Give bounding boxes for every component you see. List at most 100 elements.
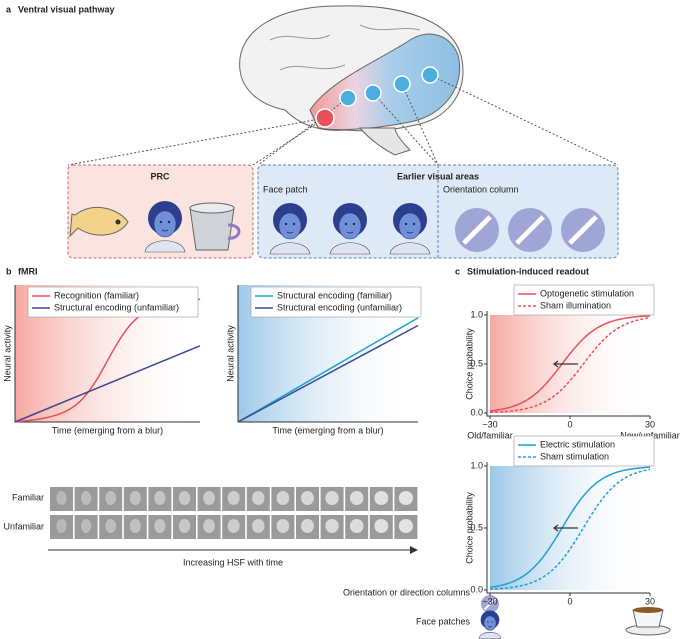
face-icon — [329, 203, 371, 255]
axes — [486, 462, 650, 594]
y-tick-label: 0.5 — [470, 358, 483, 368]
panel-letter: c — [455, 266, 460, 276]
blur-image-face — [374, 519, 389, 533]
orientation-bar — [515, 215, 545, 245]
blur-image-face — [349, 491, 364, 505]
connector-lines — [67, 74, 619, 166]
blur-image — [50, 515, 73, 539]
blur-image-face — [56, 491, 67, 505]
panel-title: fMRI — [18, 266, 38, 276]
row-label: Unfamiliar — [3, 521, 44, 531]
legend-label: Optogenetic stimulation — [540, 288, 634, 298]
y-axis-label: Choice probability — [464, 328, 474, 400]
face-icon — [269, 203, 311, 255]
eye — [292, 222, 296, 226]
x-tick-label: 0 — [567, 596, 572, 606]
legend-label: Electric stimulation — [540, 439, 615, 449]
curve — [237, 317, 419, 423]
face-icon — [144, 201, 186, 253]
mouth — [346, 231, 354, 234]
blur-image-face — [178, 519, 191, 533]
blur-image-face — [129, 519, 141, 533]
shirt — [144, 240, 186, 253]
mouth — [161, 229, 169, 232]
blur-image-face — [252, 519, 265, 533]
eye — [159, 220, 163, 224]
blur-image-face — [301, 491, 314, 505]
head — [278, 212, 302, 240]
shirt — [329, 242, 371, 255]
x-end-label: Old/familiar — [467, 430, 513, 440]
mouth — [488, 626, 492, 628]
curve — [489, 316, 651, 414]
legend-label: Structural encoding (familiar) — [277, 290, 392, 300]
orientation-bar — [568, 215, 598, 245]
blur-image-face — [105, 519, 116, 533]
blur-image-face — [276, 491, 290, 505]
y-tick-label: 1.0 — [470, 309, 483, 319]
blur-image-face — [374, 491, 389, 505]
blur-image-face — [227, 519, 240, 533]
x-tick-label: 30 — [645, 419, 655, 429]
legend-label: Sham stimulation — [540, 451, 609, 461]
mouth — [286, 231, 294, 234]
legend-label: Structural encoding (unfamiliar) — [54, 302, 179, 312]
pathway-nodes — [315, 66, 439, 128]
blur-image-face — [80, 491, 92, 505]
blur-image-face — [325, 519, 339, 533]
blur-image-face — [203, 491, 216, 505]
curve — [14, 345, 201, 423]
arrowhead — [410, 546, 418, 554]
blur-image-face — [129, 491, 141, 505]
curve — [237, 324, 419, 423]
eye — [487, 621, 489, 623]
row-label: Familiar — [12, 492, 44, 502]
x-tick-label: 30 — [645, 596, 655, 606]
blur-image-face — [301, 519, 314, 533]
blur-image-face — [252, 491, 265, 505]
x-tick-label: −30 — [482, 596, 497, 606]
curve — [489, 468, 651, 590]
box-label: Face patch — [263, 184, 308, 194]
shift-arrow — [553, 524, 578, 532]
shift-arrow — [553, 360, 578, 368]
head — [483, 615, 497, 631]
arrow-label: Increasing HSF with time — [183, 557, 283, 567]
legend-box — [513, 435, 655, 467]
blur-image — [74, 487, 98, 511]
x-tick-label: 0 — [567, 419, 572, 429]
blur-image — [50, 487, 73, 511]
blur-image-face — [276, 519, 290, 533]
box-title: PRC — [150, 171, 170, 181]
mouth — [406, 231, 414, 234]
face-icon — [389, 203, 431, 255]
blur-image-face — [227, 491, 240, 505]
blur-image — [99, 515, 123, 539]
legend-box — [250, 286, 422, 318]
blur-image — [74, 515, 98, 539]
blur-image-face — [398, 519, 413, 533]
head — [153, 210, 177, 238]
blur-image-face — [178, 491, 191, 505]
x-axis-label: Time (emerging from a blur) — [272, 425, 383, 435]
y-axis-label: Neural activity — [2, 325, 12, 382]
fish — [69, 206, 129, 238]
eye — [412, 222, 416, 226]
blur-image-face — [56, 519, 67, 533]
blur-image-face — [203, 519, 216, 533]
eye — [491, 621, 493, 623]
panel-title: Ventral visual pathway — [18, 4, 115, 14]
box-label: Orientation column — [443, 184, 519, 194]
legend-label: Structural encoding (unfamiliar) — [277, 302, 402, 312]
blur-image-face — [105, 491, 116, 505]
y-axis-label: Neural activity — [225, 325, 235, 382]
eye — [344, 222, 348, 226]
shirt — [269, 242, 311, 255]
blur-image-face — [325, 491, 339, 505]
orientation-bar — [462, 215, 492, 245]
x-tick-label: −30 — [482, 419, 497, 429]
head — [398, 212, 422, 240]
orientation-bar — [483, 597, 497, 611]
